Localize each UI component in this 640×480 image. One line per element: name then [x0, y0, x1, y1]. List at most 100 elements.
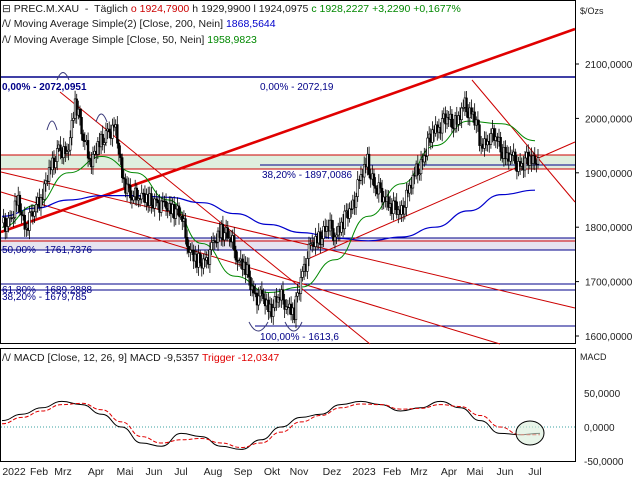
candle [348, 202, 351, 223]
candle [299, 268, 303, 302]
candle [43, 179, 46, 207]
candle [80, 108, 83, 141]
candle [54, 155, 57, 174]
macd-highlight-circle [515, 420, 545, 446]
price-panel-frame [0, 0, 576, 344]
candle [523, 150, 527, 178]
macd-line [1, 400, 541, 450]
candle [509, 146, 512, 165]
candle [88, 151, 91, 165]
candles [2, 90, 540, 329]
candle [5, 218, 9, 239]
trend-lines [0, 27, 576, 345]
change-pct: +0,1677% [413, 3, 461, 15]
candle [387, 190, 390, 211]
candle [405, 182, 408, 217]
open-value: o 1924,7900 [130, 3, 190, 15]
candle [460, 102, 463, 129]
candle [223, 227, 226, 247]
fib-label-61: 61,80% - 1689,2888 [2, 285, 93, 296]
candle [252, 280, 255, 302]
x-tick-label: Okt [264, 466, 280, 478]
candle [7, 211, 10, 233]
candle [335, 226, 338, 245]
candle [260, 281, 264, 302]
candle [343, 204, 346, 236]
candle [234, 245, 238, 265]
candle [150, 186, 153, 214]
candle [64, 141, 67, 162]
main-uptrend-line [0, 27, 576, 234]
candle [86, 132, 90, 167]
candle [119, 145, 122, 166]
macd-panel-title: MACD [580, 352, 607, 362]
candle [372, 169, 376, 194]
candle [393, 196, 397, 210]
candle [330, 214, 333, 238]
candle [213, 235, 216, 250]
candle [440, 110, 444, 142]
candle [307, 236, 311, 267]
candle [445, 109, 449, 130]
symbol-label: PREC.M.XAU [13, 3, 80, 15]
candle [395, 193, 398, 219]
candle [67, 143, 70, 161]
price-y-axis: 1600,0000 1700,0000 1800,0000 1900,0000 2000… [575, 60, 633, 343]
candle [379, 178, 382, 193]
candle [198, 249, 202, 267]
candle [462, 99, 465, 112]
price-tick-label: 1600,0000 [585, 332, 633, 343]
macd-icon: /\/ [2, 352, 11, 364]
x-tick-label: Jul [174, 466, 187, 478]
candle [12, 211, 15, 228]
candle [132, 190, 135, 204]
candle [75, 93, 78, 124]
pattern-arcs [46, 72, 303, 332]
candle [380, 179, 384, 210]
candle [127, 177, 130, 193]
candle [350, 200, 353, 218]
candle [34, 196, 38, 219]
downtrend-line-4 [471, 79, 576, 203]
fib-label-0-right: 0,00% - 2072,19 [260, 82, 334, 93]
x-tick-label: Feb [30, 466, 48, 478]
candle [185, 229, 189, 255]
x-tick-label: Apr [88, 466, 105, 478]
candle [59, 136, 62, 160]
candle [281, 281, 285, 305]
candle [262, 288, 265, 304]
macd-y-axis: 50,0000 0,0000 -50,0000 [584, 389, 624, 468]
candle [476, 111, 480, 132]
candle [257, 287, 260, 311]
x-tick-label: Jun [146, 466, 163, 478]
candle [140, 184, 143, 204]
price-tick-label: 2000,0000 [585, 114, 633, 125]
candle [423, 147, 426, 167]
x-axis: 2022 Feb Mrz Apr Mai Jun Jul Aug Sep Okt Nov Dez 202… [2, 466, 541, 478]
ma-icon: /\/ [2, 34, 11, 46]
head-arc [56, 72, 70, 81]
macd-label: MACD [Close, 12, 26, 9] [13, 352, 127, 364]
candle [104, 122, 108, 147]
candle [65, 143, 69, 158]
candle [333, 232, 337, 249]
candle [33, 205, 36, 224]
macd-panel-frame [0, 348, 576, 462]
candle [28, 205, 31, 240]
candle [23, 206, 26, 237]
candle [492, 124, 496, 146]
candle [129, 178, 132, 205]
candle [69, 130, 72, 156]
candle [226, 221, 229, 242]
candle [319, 227, 322, 254]
candle [408, 179, 411, 202]
candle [354, 192, 358, 215]
close-value: c 1928,2227 [311, 3, 370, 15]
fib-label-0-left: 0,00% - 2072,0951 [2, 82, 87, 93]
x-tick-label: Feb [383, 466, 401, 478]
macd-tick-0: 0,0000 [584, 423, 615, 434]
candle [332, 220, 335, 246]
price-tick-label: 1900,0000 [585, 169, 633, 180]
window-control-icon[interactable]: ⊟ [2, 3, 11, 15]
